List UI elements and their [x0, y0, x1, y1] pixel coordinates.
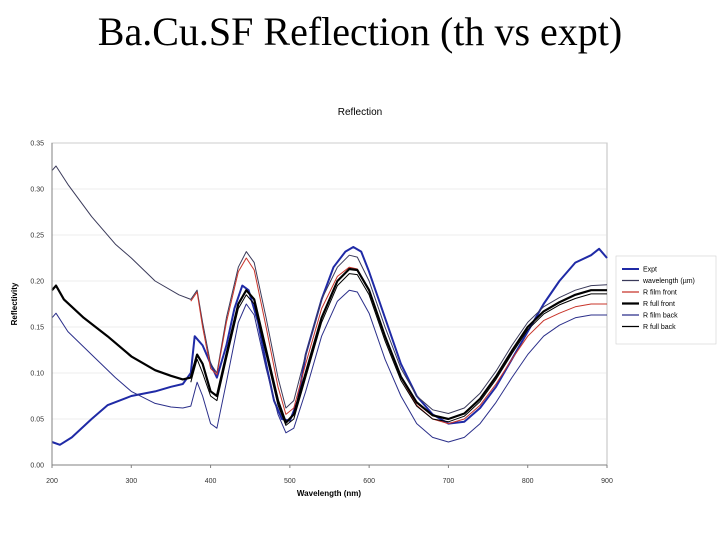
y-tick-label: 0.30 — [30, 187, 44, 194]
legend-label: R full front — [643, 301, 675, 308]
y-tick-label: 0.10 — [30, 371, 44, 378]
x-tick-label: 800 — [522, 478, 534, 485]
y-axis-label: Reflectivity — [10, 282, 19, 325]
slide-title: Ba.Cu.SF Reflection (th vs expt) — [97, 9, 623, 54]
legend-label: Expt — [643, 267, 657, 274]
legend-box — [615, 255, 717, 345]
y-tick-label: 0.35 — [30, 141, 44, 148]
x-tick-label: 900 — [601, 478, 613, 485]
series-lines — [51, 165, 608, 446]
gridlines — [52, 142, 607, 420]
y-tick-label: 0.05 — [30, 417, 44, 424]
x-tick-label: 200 — [46, 478, 58, 485]
chart-title: Reflection — [338, 107, 382, 118]
x-tick-label: 500 — [284, 478, 296, 485]
y-tick-label: 0.25 — [30, 233, 44, 240]
x-tick-label: 600 — [363, 478, 375, 485]
series-line-wavelength-m — [51, 165, 608, 414]
y-tick-label: 0.20 — [30, 279, 44, 286]
legend-label: R full back — [643, 324, 676, 331]
series-line-r-film-back — [51, 289, 607, 443]
y-tick-label: 0.00 — [30, 463, 44, 470]
legend-label: R film front — [643, 290, 677, 297]
series-line-r-full-front — [51, 267, 607, 424]
axis-ticks: 0.00 0.05 0.10 0.15 0.20 0.25 0.30 0.35 200 300 40… — [30, 141, 613, 486]
series-line-r-full-back — [190, 273, 607, 426]
x-axis-label: Wavelength (nm) — [297, 489, 361, 498]
x-tick-label: 400 — [205, 478, 217, 485]
series-line-r-film-front — [190, 257, 607, 425]
legend-label: R film back — [643, 313, 678, 320]
x-tick-label: 700 — [443, 478, 455, 485]
y-tick-label: 0.15 — [30, 325, 44, 332]
legend: Expt wavelength (µm) R film front R full fr… — [615, 255, 717, 345]
x-tick-label: 300 — [125, 478, 137, 485]
legend-label: wavelength (µm) — [642, 278, 695, 285]
